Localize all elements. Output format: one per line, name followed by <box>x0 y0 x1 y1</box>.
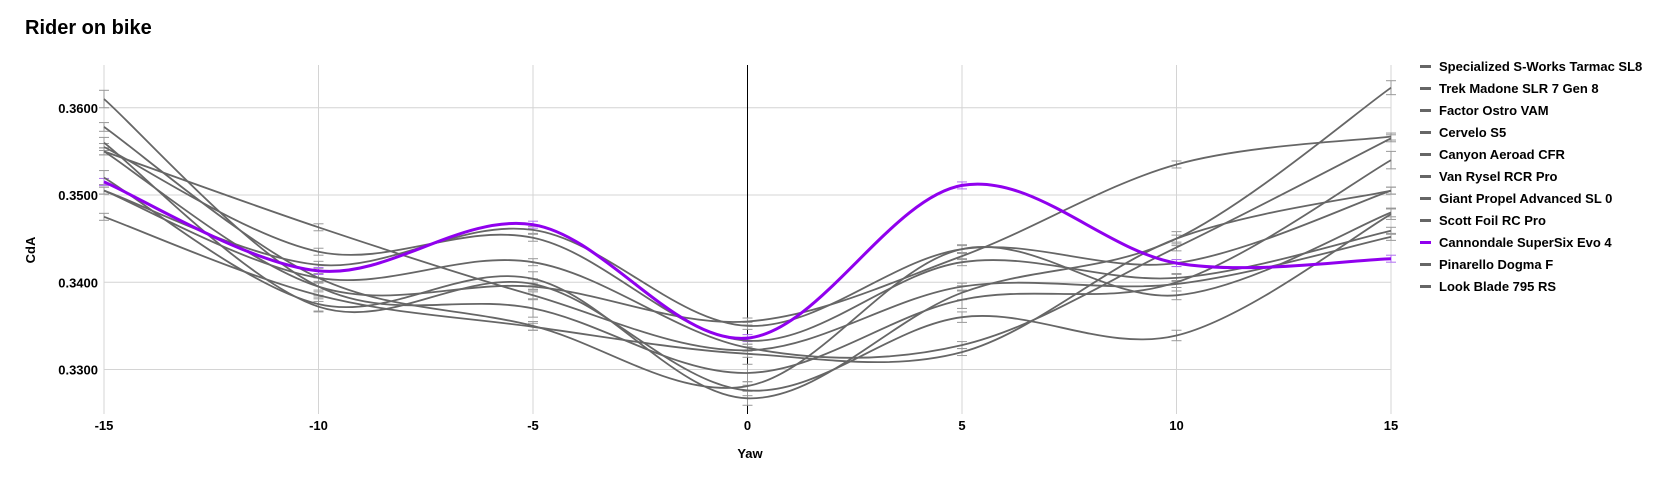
chart-title: Rider on bike <box>25 17 152 39</box>
series-line <box>103 150 1392 352</box>
legend-label: Cervelo S5 <box>1439 124 1507 140</box>
legend-label: Pinarello Dogma F <box>1439 256 1554 272</box>
y-tick-labels: 0.3300 0.3400 0.3500 0.3600 <box>58 101 98 378</box>
legend-label: Giant Propel Advanced SL 0 <box>1439 190 1613 206</box>
legend-swatch <box>1420 130 1431 134</box>
legend-item[interactable]: Specialized S-Works Tarmac SL8 <box>1420 55 1642 77</box>
series-line <box>103 189 1392 364</box>
x-tick-label: -10 <box>309 418 328 433</box>
x-tick-label: 0 <box>744 418 751 433</box>
legend-item[interactable]: Factor Ostro VAM <box>1420 99 1642 121</box>
series-line <box>103 141 1392 392</box>
legend-swatch <box>1420 174 1431 178</box>
legend-swatch <box>1420 218 1431 222</box>
legend-swatch <box>1420 240 1431 244</box>
legend-label: Canyon Aeroad CFR <box>1439 146 1565 162</box>
x-tick-label: -15 <box>95 418 114 433</box>
x-tick-label: -5 <box>527 418 539 433</box>
series-line <box>103 146 1392 342</box>
x-axis-label: Yaw <box>737 446 763 461</box>
legend-item[interactable]: Scott Foil RC Pro <box>1420 209 1642 231</box>
legend-swatch <box>1420 108 1431 112</box>
legend-item[interactable]: Cervelo S5 <box>1420 121 1642 143</box>
legend-label: Scott Foil RC Pro <box>1439 212 1546 228</box>
legend-item[interactable]: Giant Propel Advanced SL 0 <box>1420 187 1642 209</box>
series-line <box>103 137 1392 359</box>
legend-swatch <box>1420 152 1431 156</box>
legend-swatch <box>1420 64 1431 68</box>
legend-label: Specialized S-Works Tarmac SL8 <box>1439 58 1643 74</box>
legend: Specialized S-Works Tarmac SL8 Trek Madon… <box>1420 55 1642 297</box>
legend-item[interactable]: Trek Madone SLR 7 Gen 8 <box>1420 77 1642 99</box>
series-line <box>103 180 1392 340</box>
x-tick-label: 10 <box>1169 418 1183 433</box>
y-tick-label: 0.3500 <box>58 188 98 203</box>
legend-item[interactable]: Look Blade 795 RS <box>1420 275 1642 297</box>
series-line <box>103 98 1392 374</box>
legend-label: Trek Madone SLR 7 Gen 8 <box>1439 80 1599 96</box>
legend-item[interactable]: Van Rysel RCR Pro <box>1420 165 1642 187</box>
y-axis-label: CdA <box>23 236 38 263</box>
legend-item[interactable]: Pinarello Dogma F <box>1420 253 1642 275</box>
legend-item[interactable]: Canyon Aeroad CFR <box>1420 143 1642 165</box>
legend-label: Cannondale SuperSix Evo 4 <box>1439 234 1612 250</box>
y-tick-label: 0.3600 <box>58 101 98 116</box>
legend-swatch <box>1420 262 1431 266</box>
legend-swatch <box>1420 196 1431 200</box>
x-tick-labels: -15 -10 -5 0 5 10 15 <box>95 418 1399 433</box>
y-tick-label: 0.3400 <box>58 275 98 290</box>
series-line <box>103 135 1392 323</box>
legend-label: Van Rysel RCR Pro <box>1439 168 1558 184</box>
legend-item[interactable]: Cannondale SuperSix Evo 4 <box>1420 231 1642 253</box>
x-tick-label: 5 <box>958 418 965 433</box>
legend-swatch <box>1420 86 1431 90</box>
x-tick-label: 15 <box>1384 418 1398 433</box>
legend-label: Factor Ostro VAM <box>1439 102 1549 118</box>
y-tick-label: 0.3300 <box>58 363 98 378</box>
legend-swatch <box>1420 284 1431 288</box>
series-lines <box>103 86 1392 400</box>
legend-label: Look Blade 795 RS <box>1439 278 1557 294</box>
